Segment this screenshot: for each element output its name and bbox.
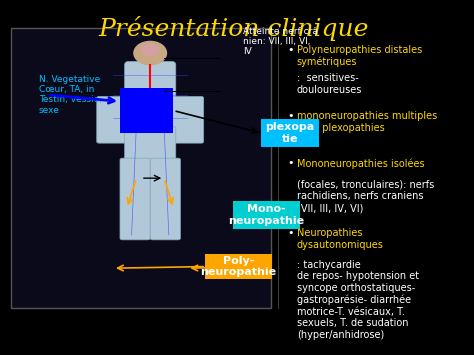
Text: (focales, tronculaires): nerfs
rachidiens, nerfs craniens
(VII, III, IV, VI): (focales, tronculaires): nerfs rachidien… [297, 180, 434, 213]
FancyBboxPatch shape [97, 97, 132, 143]
Text: : tachycardie
de repos- hypotension et
syncope orthostatiques-
gastroparésie- di: : tachycardie de repos- hypotension et s… [297, 260, 419, 340]
FancyBboxPatch shape [205, 254, 272, 279]
FancyBboxPatch shape [11, 28, 271, 308]
FancyBboxPatch shape [169, 97, 204, 143]
FancyBboxPatch shape [261, 119, 319, 147]
Text: plexopa
tie: plexopa tie [265, 122, 314, 144]
Text: •: • [287, 158, 294, 168]
Text: :  sensitives-
douloureuses: : sensitives- douloureuses [297, 73, 362, 95]
Text: Poly-
neuropathie: Poly- neuropathie [201, 256, 277, 277]
FancyBboxPatch shape [150, 158, 181, 240]
Text: N. Vegetative
Cœur, TA, in
Testin, vessie,
sexe: N. Vegetative Cœur, TA, in Testin, vessi… [38, 75, 101, 115]
Circle shape [134, 42, 166, 65]
Text: mononeuropathies multiples
dont plexopathies: mononeuropathies multiples dont plexopat… [297, 111, 437, 133]
Text: Présentation clinique: Présentation clinique [99, 16, 369, 42]
FancyBboxPatch shape [125, 126, 176, 163]
Text: •: • [287, 45, 294, 55]
Text: •: • [287, 111, 294, 121]
Circle shape [142, 44, 159, 56]
FancyBboxPatch shape [120, 158, 150, 240]
Text: Polyneuropathies distales
symétriques: Polyneuropathies distales symétriques [297, 45, 422, 67]
Bar [120, 88, 173, 133]
Text: •: • [287, 228, 294, 238]
Text: Atteinte nerf crâ
nien: VII, III, VI,
IV: Atteinte nerf crâ nien: VII, III, VI, IV [243, 27, 318, 56]
FancyBboxPatch shape [125, 61, 176, 131]
Text: Neuropathies
dysautonomiques: Neuropathies dysautonomiques [297, 228, 383, 250]
FancyBboxPatch shape [233, 201, 300, 229]
Text: Mono-
neuropathie: Mono- neuropathie [228, 204, 304, 226]
Text: Mononeuropathies isolées: Mononeuropathies isolées [297, 158, 424, 169]
